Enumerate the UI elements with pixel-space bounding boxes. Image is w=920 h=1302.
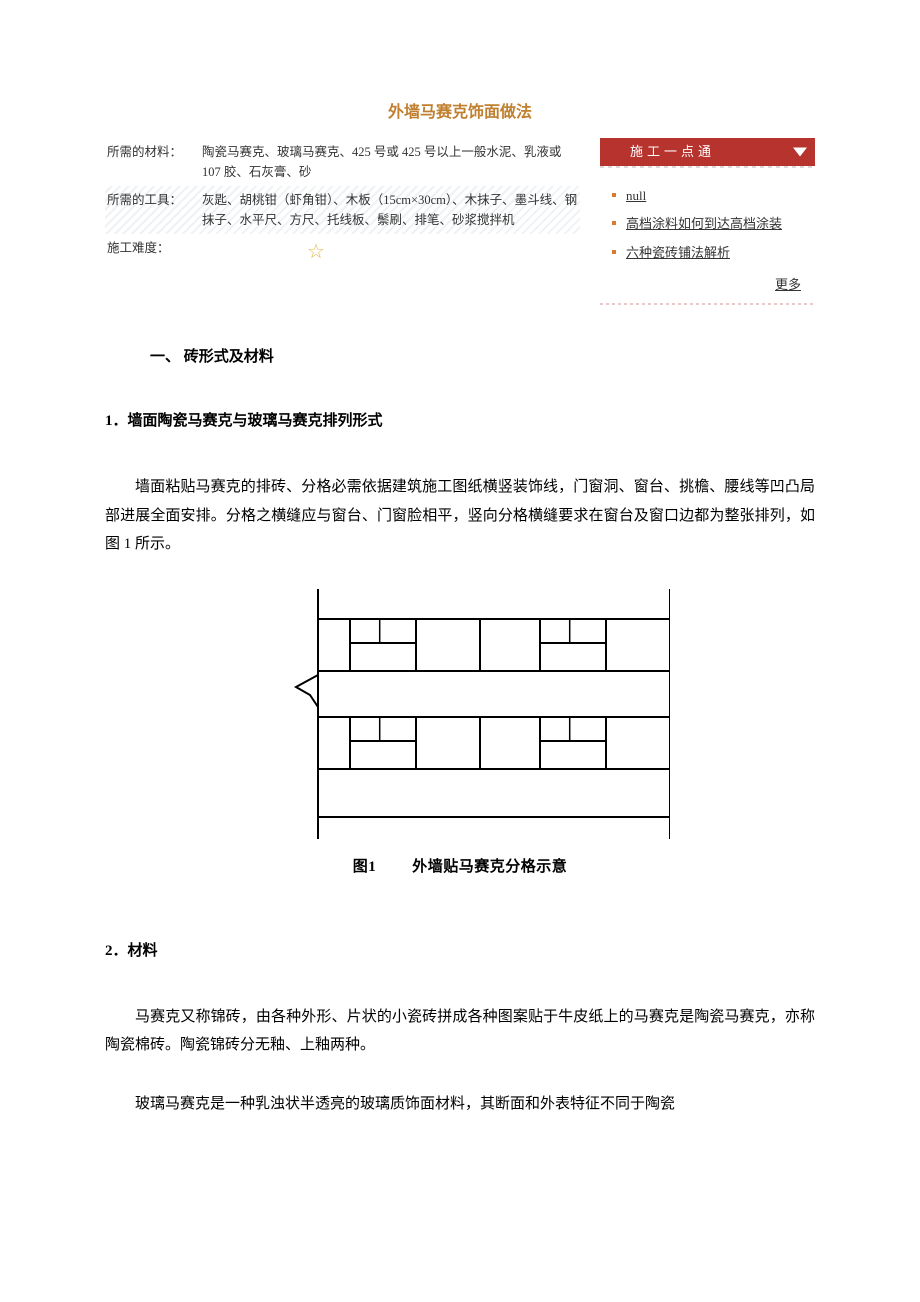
figure-1: 图1 外墙贴马赛克分格示意 [105, 589, 815, 879]
paragraph-3: 玻璃马赛克是一种乳浊状半透亮的玻璃质饰面材料，其断面和外表特征不同于陶瓷 [105, 1090, 815, 1119]
tools-label: 所需的工具： [107, 190, 202, 230]
sidebar-link-2[interactable]: 六种瓷砖铺法解析 [626, 245, 730, 260]
paragraph-2: 马赛克又称锦砖，由各种外形、片状的小瓷砖拼成各种图案贴于牛皮纸上的马赛克是陶瓷马… [105, 1003, 815, 1060]
sidebar-link-1[interactable]: 高档涂料如何到达高档涂装 [626, 216, 782, 231]
materials-label: 所需的材料： [107, 142, 202, 182]
sidebar-list: null 高档涂料如何到达高档涂装 六种瓷砖铺法解析 [600, 166, 815, 272]
sidebar-divider [600, 303, 815, 305]
sidebar-item-0[interactable]: null [606, 182, 809, 210]
info-row-materials: 所需的材料： 陶瓷马赛克、玻璃马赛克、425 号或 425 号以上一般水泥、乳液… [105, 138, 580, 186]
sidebar-more[interactable]: 更多 [600, 273, 815, 300]
info-row-difficulty: 施工难度： ☆ [105, 234, 580, 264]
sidebar-item-2[interactable]: 六种瓷砖铺法解析 [606, 239, 809, 267]
sidebar-link-0[interactable]: null [626, 188, 646, 203]
difficulty-value: ☆ [202, 238, 578, 260]
info-table: 所需的材料： 陶瓷马赛克、玻璃马赛克、425 号或 425 号以上一般水泥、乳液… [105, 138, 580, 306]
page: 外墙马赛克饰面做法 所需的材料： 陶瓷马赛克、玻璃马赛克、425 号或 425 … [0, 0, 920, 1208]
sidebar-header: 施工一点通 [600, 138, 815, 167]
subsection-heading-1-1: 1．墙面陶瓷马赛克与玻璃马赛克排列形式 [105, 409, 815, 433]
info-row-tools: 所需的工具： 灰匙、胡桃钳（虾角钳）、木板（15cm×30cm）、木抹子、墨斗线… [105, 186, 580, 234]
figure-1-caption-right: 外墙贴马赛克分格示意 [412, 859, 567, 875]
sidebar-item-1[interactable]: 高档涂料如何到达高档涂装 [606, 210, 809, 238]
sidebar: 施工一点通 null 高档涂料如何到达高档涂装 六种瓷砖铺法解析 更多 [600, 138, 815, 306]
figure-1-caption-left: 图1 [353, 859, 377, 875]
page-title: 外墙马赛克饰面做法 [105, 100, 815, 126]
subsection-heading-1-2: 2．材料 [105, 939, 815, 963]
materials-value: 陶瓷马赛克、玻璃马赛克、425 号或 425 号以上一般水泥、乳液或 107 胶… [202, 142, 578, 182]
section-heading-1: 一、 砖形式及材料 [150, 345, 815, 369]
figure-1-caption: 图1 外墙贴马赛克分格示意 [105, 855, 815, 879]
content: 一、 砖形式及材料 1．墙面陶瓷马赛克与玻璃马赛克排列形式 墙面粘贴马赛克的排砖… [105, 345, 815, 1118]
figure-1-svg [250, 589, 670, 849]
tools-value: 灰匙、胡桃钳（虾角钳）、木板（15cm×30cm）、木抹子、墨斗线、钢抹子、水平… [202, 190, 578, 230]
difficulty-label: 施工难度： [107, 238, 202, 260]
paragraph-1: 墙面粘贴马赛克的排砖、分格必需依据建筑施工图纸横竖装饰线，门窗洞、窗台、挑檐、腰… [105, 473, 815, 559]
star-icon: ☆ [307, 236, 325, 268]
top-row: 所需的材料： 陶瓷马赛克、玻璃马赛克、425 号或 425 号以上一般水泥、乳液… [105, 138, 815, 306]
